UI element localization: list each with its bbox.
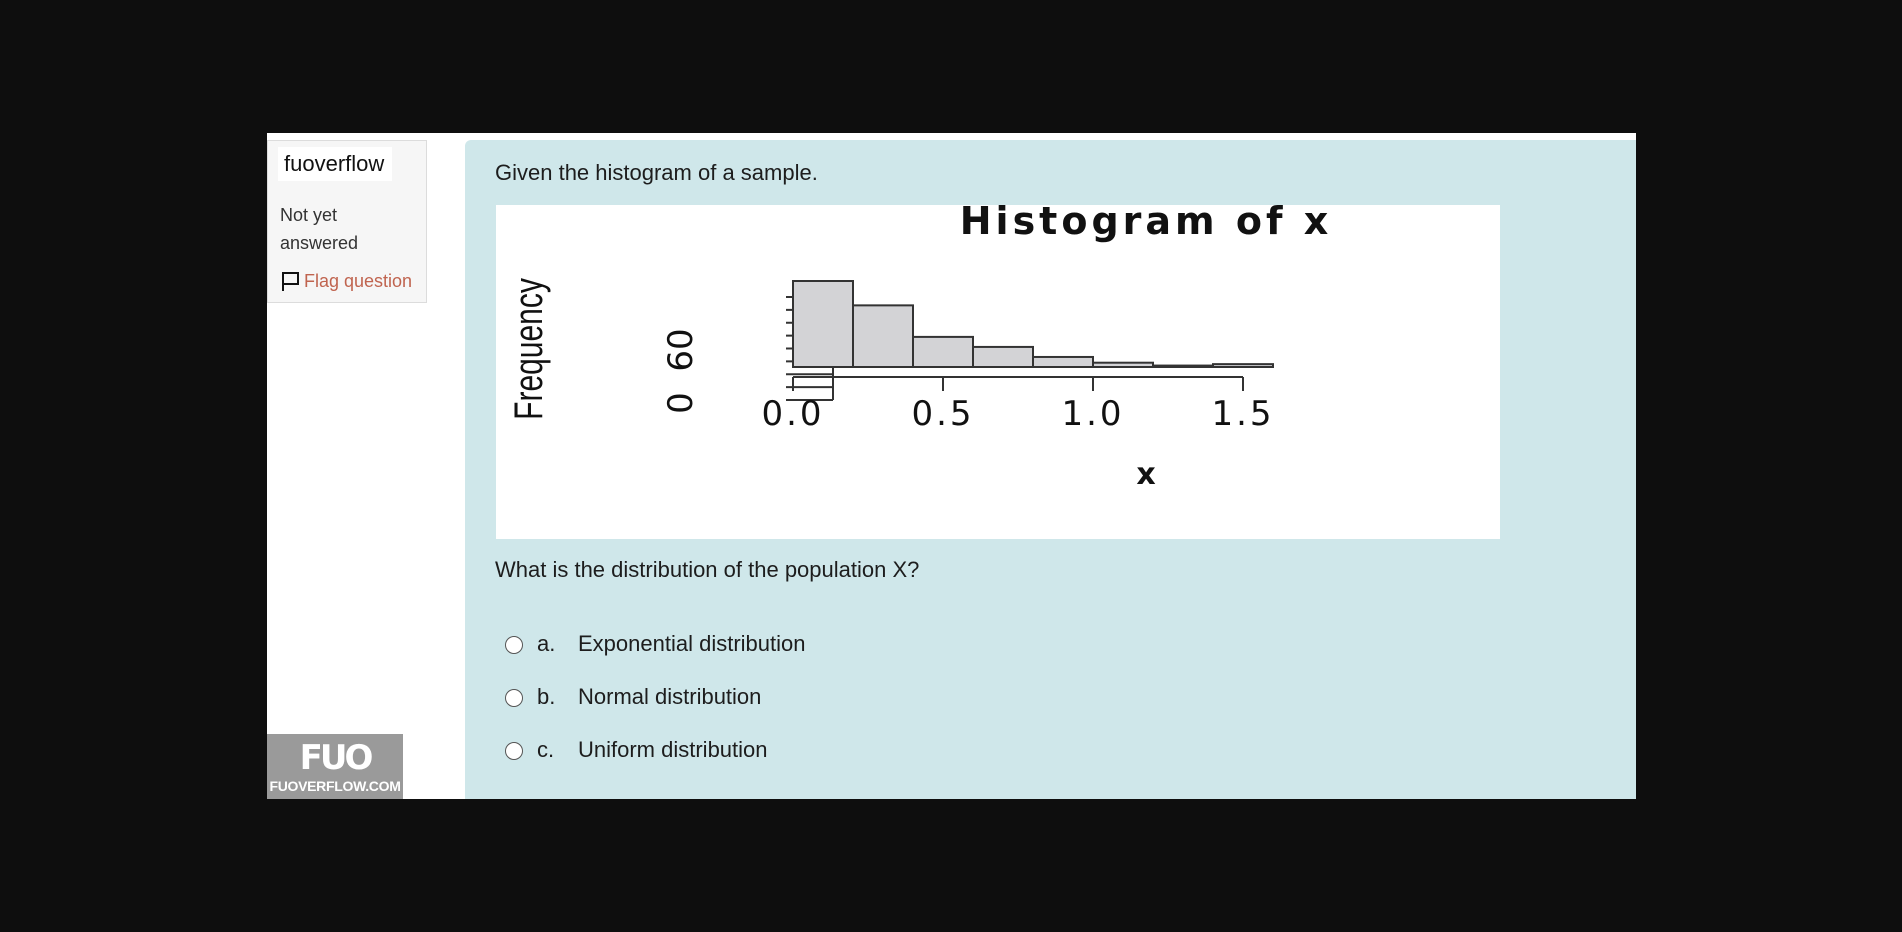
answer-option-c[interactable]: c. Uniform distribution (505, 734, 805, 787)
histogram-bar (972, 345, 1034, 368)
answer-list: a. Exponential distribution b. Normal di… (505, 628, 805, 787)
x-axis-label: x (1136, 457, 1155, 492)
answer-letter-b: b. (537, 684, 556, 709)
histogram-bar (852, 304, 914, 369)
histogram-bar (1032, 355, 1094, 368)
x-tick-label: 0.5 (911, 394, 974, 434)
answer-radio-a[interactable] (505, 636, 523, 654)
histogram-bar (1152, 364, 1214, 368)
question-intro: Given the histogram of a sample. (495, 160, 818, 185)
quiz-frame: fuoverflow Not yet answered Flag questio… (267, 133, 1636, 799)
answer-text-a: Exponential distribution (578, 631, 806, 656)
histogram-bar (912, 335, 974, 368)
y-tick-label: 60 (661, 328, 701, 371)
question-info-panel: fuoverflow Not yet answered Flag questio… (267, 140, 427, 303)
logo-url: FUOVERFLOW.COM (269, 778, 401, 794)
histogram-bar (1212, 363, 1274, 368)
question-content: Given the histogram of a sample. Histogr… (465, 140, 1636, 799)
site-name: fuoverflow (278, 147, 393, 181)
answer-letter-a: a. (537, 631, 556, 656)
x-tick-label: 1.0 (1061, 394, 1124, 434)
histogram-bar (792, 280, 854, 368)
answer-text-b: Normal distribution (578, 684, 762, 709)
flag-question-link[interactable]: Flag question (280, 269, 412, 293)
histogram-svg: Histogram of x Frequency x 0 60 0.0 0.5 1.0… (507, 199, 1333, 492)
y-axis-label: Frequency (507, 278, 551, 420)
answer-text-c: Uniform distribution (578, 737, 768, 762)
flag-icon (282, 272, 299, 291)
answer-letter-c: c. (537, 737, 555, 762)
answer-radio-c[interactable] (505, 742, 523, 760)
logo-mark: FUO (299, 738, 374, 778)
x-tick-label: 1.5 (1211, 394, 1274, 434)
question-state: Not yet answered (280, 205, 359, 253)
question-prompt: What is the distribution of the populati… (495, 557, 920, 582)
histogram-bar (1092, 361, 1154, 368)
answer-option-a[interactable]: a. Exponential distribution (505, 628, 805, 681)
answer-option-b[interactable]: b. Normal distribution (505, 681, 805, 734)
y-tick-label: 0 (661, 392, 701, 414)
x-tick-label: 0.0 (761, 394, 824, 434)
watermark-logo: FUO FUOVERFLOW.COM (267, 734, 403, 799)
answer-radio-b[interactable] (505, 689, 523, 707)
flag-question-label: Flag question (304, 270, 413, 291)
chart-title: Histogram of x (960, 205, 1333, 243)
histogram-chart: Histogram of x Frequency x 0 60 0.0 0.5 1.0… (496, 199, 1500, 539)
